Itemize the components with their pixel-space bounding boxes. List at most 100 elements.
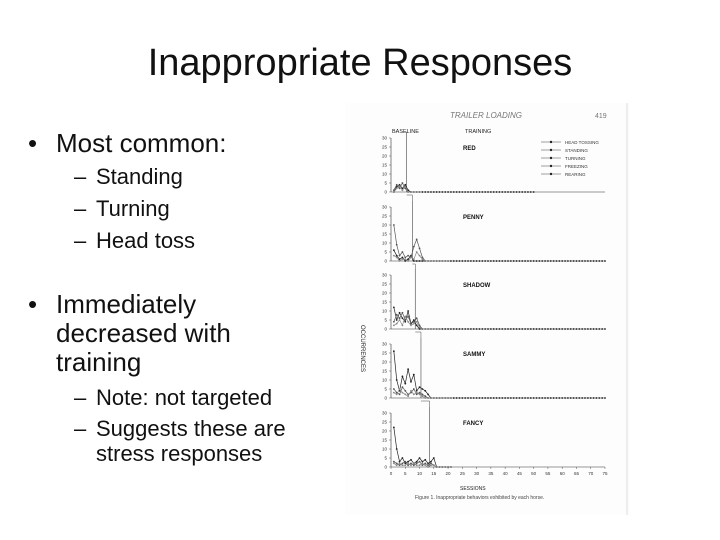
- data-point: [398, 260, 401, 262]
- data-point: [398, 254, 401, 257]
- legend: HEAD TOSSING STANDING TURNING FREEZING R…: [565, 140, 599, 177]
- data-point: [435, 397, 438, 399]
- zero-point: [484, 328, 487, 330]
- zero-point: [524, 191, 527, 193]
- data-point: [395, 187, 398, 190]
- data-point: [412, 258, 415, 261]
- data-point: [404, 315, 407, 318]
- data-point: [438, 260, 441, 262]
- data-point: [407, 395, 410, 398]
- zero-point: [464, 260, 467, 262]
- y-tick-label: 30: [382, 273, 388, 278]
- sub-bullet: – Note: not targeted: [74, 385, 273, 410]
- zero-point: [544, 260, 546, 262]
- data-point: [421, 464, 424, 467]
- zero-point: [524, 260, 527, 262]
- data-point: [392, 324, 395, 327]
- zero-point: [595, 328, 598, 330]
- data-point: [398, 185, 401, 188]
- data-point: [407, 315, 410, 318]
- data-point: [444, 260, 447, 262]
- data-point: [401, 189, 404, 192]
- data-point: [421, 462, 424, 465]
- zero-point: [527, 397, 529, 399]
- y-tick-label: 10: [382, 309, 388, 314]
- zero-point: [529, 260, 532, 262]
- data-point: [392, 191, 395, 193]
- data-point: [398, 258, 401, 261]
- data-point: [427, 397, 429, 399]
- zero-point: [521, 260, 524, 262]
- data-point: [407, 320, 410, 323]
- data-point: [412, 464, 415, 467]
- data-point: [410, 464, 412, 467]
- zero-point: [504, 397, 507, 399]
- y-tick-label: 25: [382, 420, 388, 425]
- data-point: [398, 393, 401, 396]
- zero-point: [515, 260, 518, 262]
- data-point: [395, 379, 398, 381]
- y-tick-label: 25: [382, 145, 388, 150]
- zero-point: [512, 328, 515, 330]
- zero-point: [567, 328, 569, 330]
- scanned-figure: TRAILER LOADING 419 BASELINE TRAINING OC…: [345, 103, 630, 515]
- data-point: [415, 320, 418, 323]
- data-point: [407, 191, 410, 193]
- data-point: [398, 464, 401, 467]
- data-point: [412, 245, 415, 248]
- data-point: [430, 462, 432, 465]
- y-tick-label: 25: [382, 351, 388, 356]
- zero-point: [581, 397, 584, 399]
- zero-point: [558, 260, 561, 262]
- y-tick-label: 15: [382, 232, 388, 237]
- data-point: [392, 254, 395, 257]
- zero-point: [489, 191, 492, 193]
- legend-marker: [549, 140, 553, 144]
- data-point: [421, 256, 424, 259]
- data-point: [407, 462, 410, 465]
- zero-point: [461, 191, 464, 193]
- zero-point: [458, 328, 461, 330]
- data-point: [418, 326, 421, 329]
- data-point: [401, 187, 404, 190]
- data-point: [404, 460, 407, 463]
- y-tick-label: 5: [384, 456, 387, 461]
- data-point: [427, 462, 429, 465]
- zero-point: [538, 397, 541, 399]
- legend-label: HEAD TOSSING: [565, 140, 599, 145]
- zero-point: [472, 191, 475, 193]
- data-point: [404, 258, 407, 261]
- zero-point: [481, 191, 484, 193]
- zero-point: [447, 328, 449, 330]
- data-point: [410, 256, 412, 259]
- y-tick-label: 0: [384, 190, 387, 195]
- zero-point: [489, 260, 492, 262]
- zero-point: [438, 191, 441, 193]
- y-tick-label: 0: [384, 465, 387, 470]
- zero-point: [469, 397, 472, 399]
- data-point: [421, 395, 424, 398]
- zero-point: [592, 328, 595, 330]
- data-point: [412, 191, 415, 193]
- zero-point: [461, 397, 464, 399]
- zero-point: [558, 397, 561, 399]
- y-tick-label: 25: [382, 282, 388, 287]
- data-point: [395, 243, 398, 246]
- zero-point: [472, 260, 475, 262]
- zero-point: [532, 260, 535, 262]
- data-point: [438, 397, 441, 399]
- data-point: [398, 317, 401, 320]
- x-tick-label: 5: [404, 471, 407, 476]
- zero-point: [575, 328, 578, 330]
- data-point: [435, 260, 438, 262]
- zero-point: [527, 260, 529, 262]
- y-tick-label: 30: [382, 411, 388, 416]
- data-point: [430, 464, 432, 467]
- zero-point: [578, 260, 581, 262]
- data-point: [424, 395, 427, 398]
- zero-point: [549, 260, 552, 262]
- zero-point: [598, 260, 601, 262]
- data-point: [401, 464, 404, 467]
- legend-label: STANDING: [565, 148, 588, 153]
- bullet-1: • Most common:: [28, 128, 227, 159]
